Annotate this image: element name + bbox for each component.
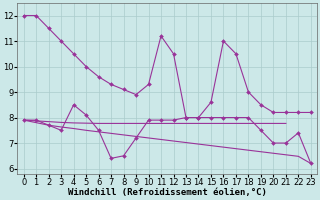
X-axis label: Windchill (Refroidissement éolien,°C): Windchill (Refroidissement éolien,°C) [68,188,267,197]
